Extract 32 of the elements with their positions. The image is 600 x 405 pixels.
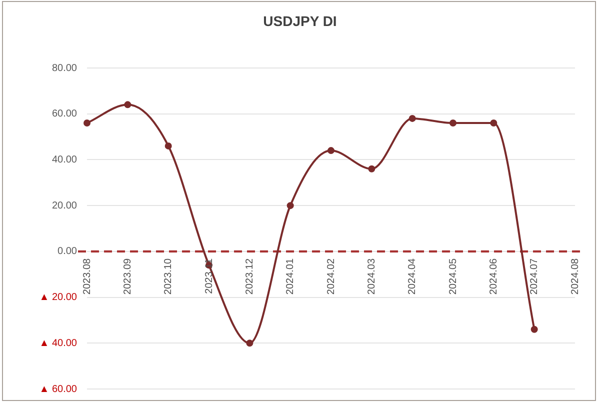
y-tick-label: 60.00 bbox=[52, 108, 78, 120]
x-tick-label: 2023.08 bbox=[82, 258, 93, 295]
x-tick-label: 2024.06 bbox=[488, 258, 500, 295]
point bbox=[450, 120, 456, 127]
x-tick-label: 2024.07 bbox=[529, 258, 540, 295]
x-tick-label: 2024.04 bbox=[407, 258, 418, 295]
point bbox=[164, 142, 172, 150]
x-tick-label: 2024.08 bbox=[570, 258, 581, 295]
point bbox=[530, 326, 538, 333]
y-tick-label: ▲ 40.00 bbox=[39, 338, 78, 349]
x-tick-label: 2024.05 bbox=[448, 258, 459, 295]
point bbox=[328, 147, 334, 154]
y-tick-label: 80.00 bbox=[52, 62, 78, 74]
point bbox=[246, 340, 254, 347]
x-tick-label: 2024.02 bbox=[326, 258, 337, 295]
y-tick-label: 40.00 bbox=[52, 154, 78, 166]
x-tick-label: 2024.01 bbox=[285, 258, 296, 295]
x-tick-label: 2024.03 bbox=[366, 258, 378, 295]
y-tick-label: 20.00 bbox=[52, 200, 78, 212]
point bbox=[408, 114, 416, 122]
x-tick-label: 2023.12 bbox=[244, 258, 256, 295]
x-tick-label: 2023.09 bbox=[122, 258, 134, 295]
point bbox=[124, 101, 132, 108]
y-tick-label: ▲ 60.00 bbox=[39, 384, 78, 395]
chart-title: USDJPY DI bbox=[262, 13, 338, 29]
y-tick-label: ▲ 20.00 bbox=[39, 292, 78, 304]
y-tick-label: 0.00 bbox=[58, 246, 78, 258]
point bbox=[368, 165, 376, 172]
point bbox=[286, 202, 294, 210]
x-tick-label: 2023.10 bbox=[163, 258, 174, 295]
point bbox=[490, 120, 498, 127]
point bbox=[84, 120, 90, 127]
